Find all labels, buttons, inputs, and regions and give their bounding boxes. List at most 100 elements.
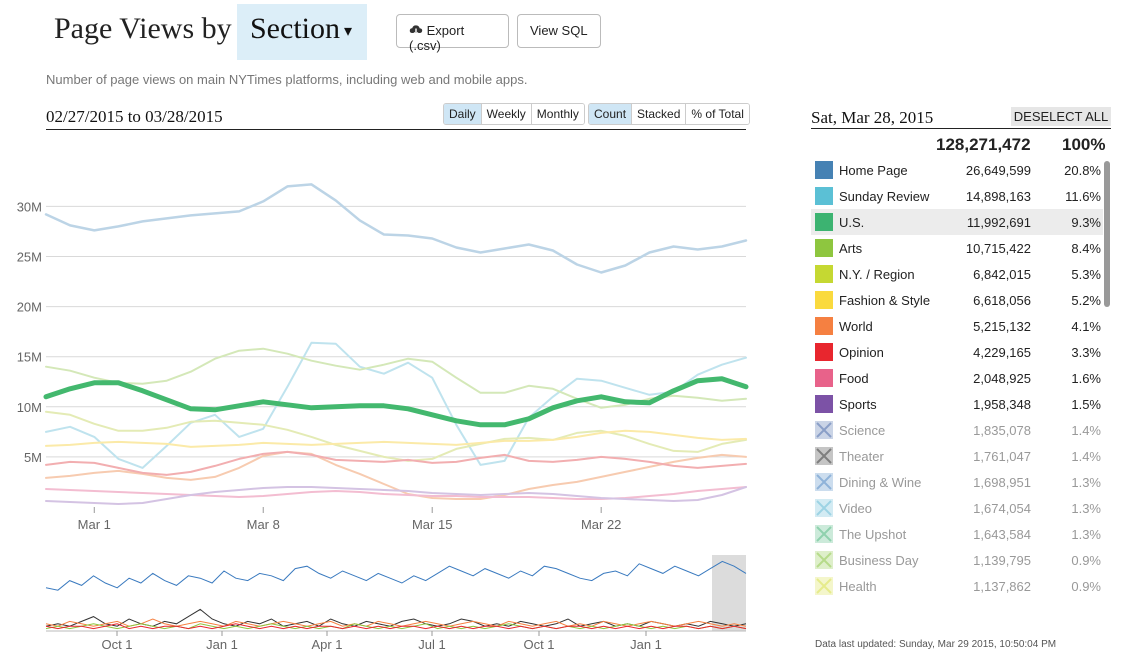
section-dropdown-label: Section xyxy=(250,12,340,45)
section-value: 1,761,047 xyxy=(973,449,1031,464)
mode-option-stacked[interactable]: Stacked xyxy=(632,104,687,124)
section-name: Arts xyxy=(839,241,863,256)
mode-option-count[interactable]: Count xyxy=(589,104,633,124)
section-row[interactable]: Video 1,674,054 1.3% xyxy=(811,495,1103,521)
overview-line-home-page xyxy=(45,560,747,591)
color-swatch xyxy=(815,369,833,387)
series-line-home-page[interactable] xyxy=(44,183,748,274)
interval-option-weekly[interactable]: Weekly xyxy=(481,104,532,124)
export-label: Export (.csv) xyxy=(409,23,465,53)
section-row[interactable]: Home Page 26,649,599 20.8% xyxy=(811,157,1103,183)
section-percent: 11.6% xyxy=(1065,189,1101,204)
section-percent: 8.4% xyxy=(1071,241,1101,256)
overview-x-tick-label: Apr 1 xyxy=(311,637,342,652)
section-name: Food xyxy=(839,371,869,386)
color-swatch xyxy=(815,239,833,257)
interval-option-daily[interactable]: Daily xyxy=(444,104,482,124)
color-swatch xyxy=(815,187,833,205)
section-row[interactable]: Food 2,048,925 1.6% xyxy=(811,365,1103,391)
series-line-arts[interactable] xyxy=(45,347,747,409)
section-row[interactable]: Arts 10,715,422 8.4% xyxy=(811,235,1103,261)
section-row[interactable]: Opinion 4,229,165 3.3% xyxy=(811,339,1103,365)
series-line-n-y-region[interactable] xyxy=(45,410,747,462)
overview-x-tick-label: Jan 1 xyxy=(630,637,662,652)
series-line-opinion[interactable] xyxy=(45,450,747,476)
color-swatch xyxy=(815,213,833,231)
section-value: 1,137,862 xyxy=(973,579,1031,594)
y-tick-label: 20M xyxy=(17,300,42,315)
section-row[interactable]: N.Y. / Region 6,842,015 5.3% xyxy=(811,261,1103,287)
deselected-swatch-icon xyxy=(815,577,833,595)
section-value: 4,229,165 xyxy=(973,345,1031,360)
section-name: The Upshot xyxy=(839,527,907,542)
section-value: 1,958,348 xyxy=(973,397,1031,412)
color-swatch xyxy=(815,343,833,361)
section-name: U.S. xyxy=(839,215,865,230)
section-percent: 4.1% xyxy=(1071,319,1101,334)
overview-chart[interactable]: Oct 1 Jan 1 Apr 1 Jul 1 Oct 1 Jan 1 xyxy=(0,545,760,661)
section-row[interactable]: Dining & Wine 1,698,951 1.3% xyxy=(811,469,1103,495)
deselected-swatch-icon xyxy=(815,447,833,465)
section-row[interactable]: Fashion & Style 6,618,056 5.2% xyxy=(811,287,1103,313)
interval-option-monthly[interactable]: Monthly xyxy=(531,104,584,124)
section-row[interactable]: Sunday Review 14,898,163 11.6% xyxy=(811,183,1103,209)
section-name: Business Day xyxy=(839,553,919,568)
series-line-sports[interactable] xyxy=(45,486,747,505)
section-name: Fashion & Style xyxy=(839,293,931,308)
section-percent: 20.8% xyxy=(1064,163,1101,178)
section-value: 14,898,163 xyxy=(965,189,1031,204)
section-name: Dining & Wine xyxy=(839,475,922,490)
section-percent: 5.2% xyxy=(1071,293,1101,308)
color-swatch xyxy=(815,161,833,179)
deselected-swatch-icon xyxy=(815,499,833,517)
x-tick-label: Mar 1 xyxy=(78,517,111,532)
page-title: Page Views by xyxy=(54,12,232,45)
color-swatch xyxy=(815,291,833,309)
export-csv-button[interactable]: Export (.csv) xyxy=(396,14,509,53)
interval-toggle: Daily Weekly Monthly xyxy=(443,103,585,125)
main-line-chart[interactable]: 5M 10M 15M 20M 25M 30M Mar 1 Mar 8 Mar 15 Mar 22 xyxy=(0,135,760,535)
section-row[interactable]: Business Day 1,139,795 0.9% xyxy=(811,547,1103,573)
deselect-all-button[interactable]: DESELECT ALL xyxy=(1011,107,1111,126)
section-percent: 0.9% xyxy=(1071,579,1101,594)
section-dropdown[interactable]: Section ▾ xyxy=(237,4,367,60)
series-line-sunday-review[interactable] xyxy=(45,341,747,469)
section-row[interactable]: Theater 1,761,047 1.4% xyxy=(811,443,1103,469)
section-row[interactable]: Science 1,835,078 1.4% xyxy=(811,417,1103,443)
section-row[interactable]: Health 1,137,862 0.9% xyxy=(811,573,1103,599)
section-name: Health xyxy=(839,579,877,594)
section-percent: 1.4% xyxy=(1071,449,1101,464)
section-value: 10,715,422 xyxy=(965,241,1031,256)
section-name: Video xyxy=(839,501,873,516)
view-sql-button[interactable]: View SQL xyxy=(517,14,601,48)
scrollbar[interactable] xyxy=(1104,161,1110,307)
mode-option-percent[interactable]: % of Total xyxy=(686,104,749,124)
section-percent: 1.3% xyxy=(1071,475,1101,490)
overview-line-opinion xyxy=(45,623,747,630)
brush-selection[interactable] xyxy=(712,555,746,631)
selected-date: Sat, Mar 28, 2015 xyxy=(811,108,934,127)
section-value: 11,992,691 xyxy=(966,215,1031,230)
series-line-world[interactable] xyxy=(45,450,747,500)
section-row[interactable]: U.S. 11,992,691 9.3% xyxy=(811,209,1103,235)
section-percent: 1.3% xyxy=(1071,501,1101,516)
section-row[interactable]: The Upshot 1,643,584 1.3% xyxy=(811,521,1103,547)
deselected-swatch-icon xyxy=(815,525,833,543)
y-tick-label: 25M xyxy=(17,250,42,265)
series-line-u-s-[interactable] xyxy=(43,376,749,428)
overview-line-world xyxy=(45,618,747,627)
section-value: 1,674,054 xyxy=(973,501,1031,516)
section-percent: 1.6% xyxy=(1071,371,1101,386)
section-percent: 3.3% xyxy=(1071,345,1101,360)
section-value: 2,048,925 xyxy=(973,371,1031,386)
x-tick-label: Mar 8 xyxy=(247,517,280,532)
total-value: 128,271,472 xyxy=(936,135,1031,154)
total-percent: 100% xyxy=(1062,135,1106,154)
series-line-food[interactable] xyxy=(45,486,747,500)
series-line-fashion-style[interactable] xyxy=(45,429,747,448)
color-swatch xyxy=(815,265,833,283)
section-row[interactable]: Sports 1,958,348 1.5% xyxy=(811,391,1103,417)
section-value: 6,842,015 xyxy=(973,267,1031,282)
section-row[interactable]: World 5,215,132 4.1% xyxy=(811,313,1103,339)
mode-toggle: Count Stacked % of Total xyxy=(588,103,750,125)
